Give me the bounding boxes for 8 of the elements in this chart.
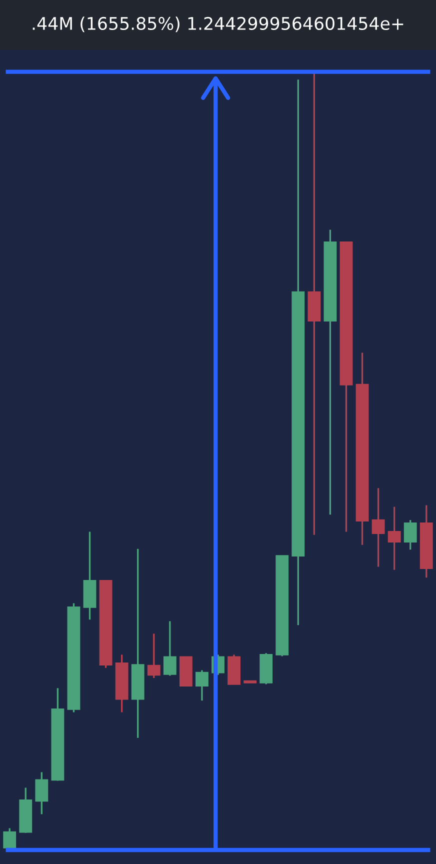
candlestick — [163, 620, 176, 677]
candlestick — [147, 632, 160, 679]
candlestick — [404, 519, 417, 550]
candlestick — [35, 771, 48, 816]
text: .44M (1655.85%) 1.2442999564601454e+ — [32, 16, 404, 32]
candlestick — [372, 487, 385, 568]
candlestick — [388, 506, 401, 571]
candlestick — [196, 669, 208, 702]
